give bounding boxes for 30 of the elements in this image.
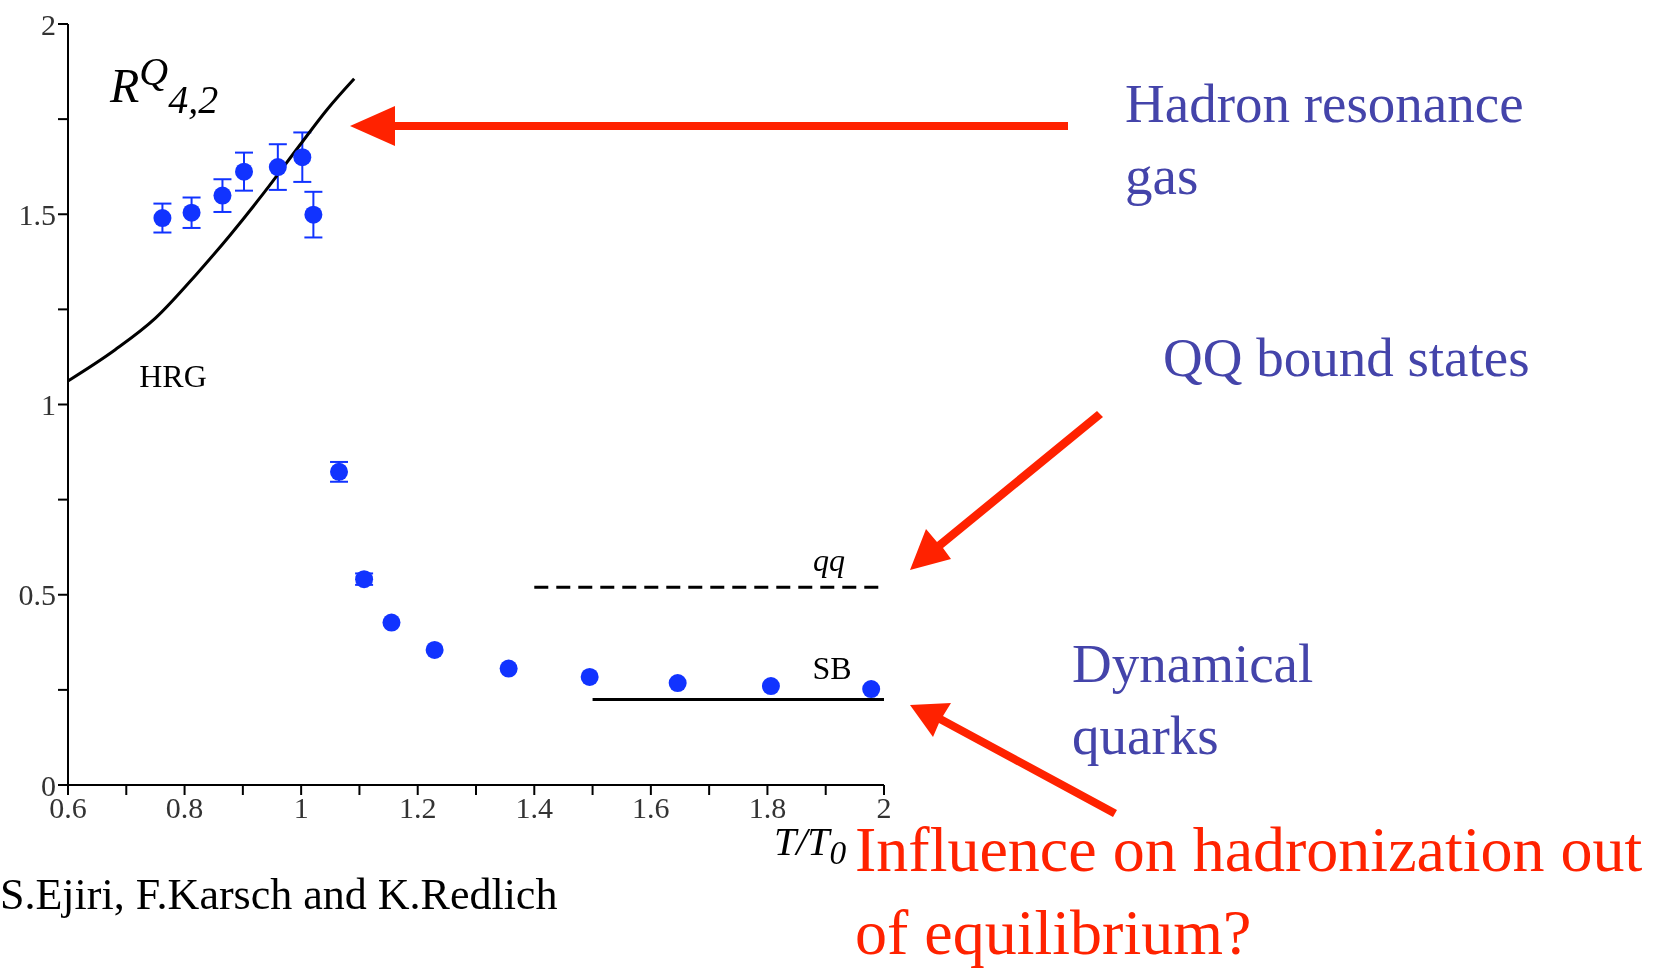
y-tick-label: 1 [41, 388, 56, 422]
text: QQ bound states [1163, 326, 1531, 390]
point [425, 640, 444, 659]
series-label: SB [812, 649, 852, 686]
point [761, 677, 780, 696]
point [182, 203, 201, 222]
point [213, 186, 232, 205]
text: Hadron resonance gas [1125, 72, 1525, 208]
y-tick-label: 2 [41, 7, 56, 41]
x-tick-label: 1.2 [398, 791, 437, 825]
point [499, 659, 518, 678]
point [304, 205, 323, 224]
y-tick-label: 1.5 [18, 197, 56, 231]
series-label: HRG [139, 358, 207, 395]
y-tick-label: 0.5 [18, 578, 56, 612]
point [580, 667, 599, 686]
point [235, 162, 254, 181]
x-tick-label: 1.4 [515, 791, 554, 825]
text: S.Ejiri, F.Karsch and K.Redlich [0, 869, 559, 921]
point [382, 613, 401, 632]
point [268, 158, 287, 177]
text: Dynamical quarks [1072, 632, 1315, 768]
series-label: qq [813, 541, 845, 578]
point [668, 674, 687, 693]
point [862, 680, 881, 699]
x-tick-label: 1.6 [632, 791, 670, 825]
point [293, 148, 312, 167]
x-tick-label: 1 [293, 791, 309, 825]
point [153, 209, 172, 228]
x-tick-label: 0.8 [165, 791, 204, 825]
